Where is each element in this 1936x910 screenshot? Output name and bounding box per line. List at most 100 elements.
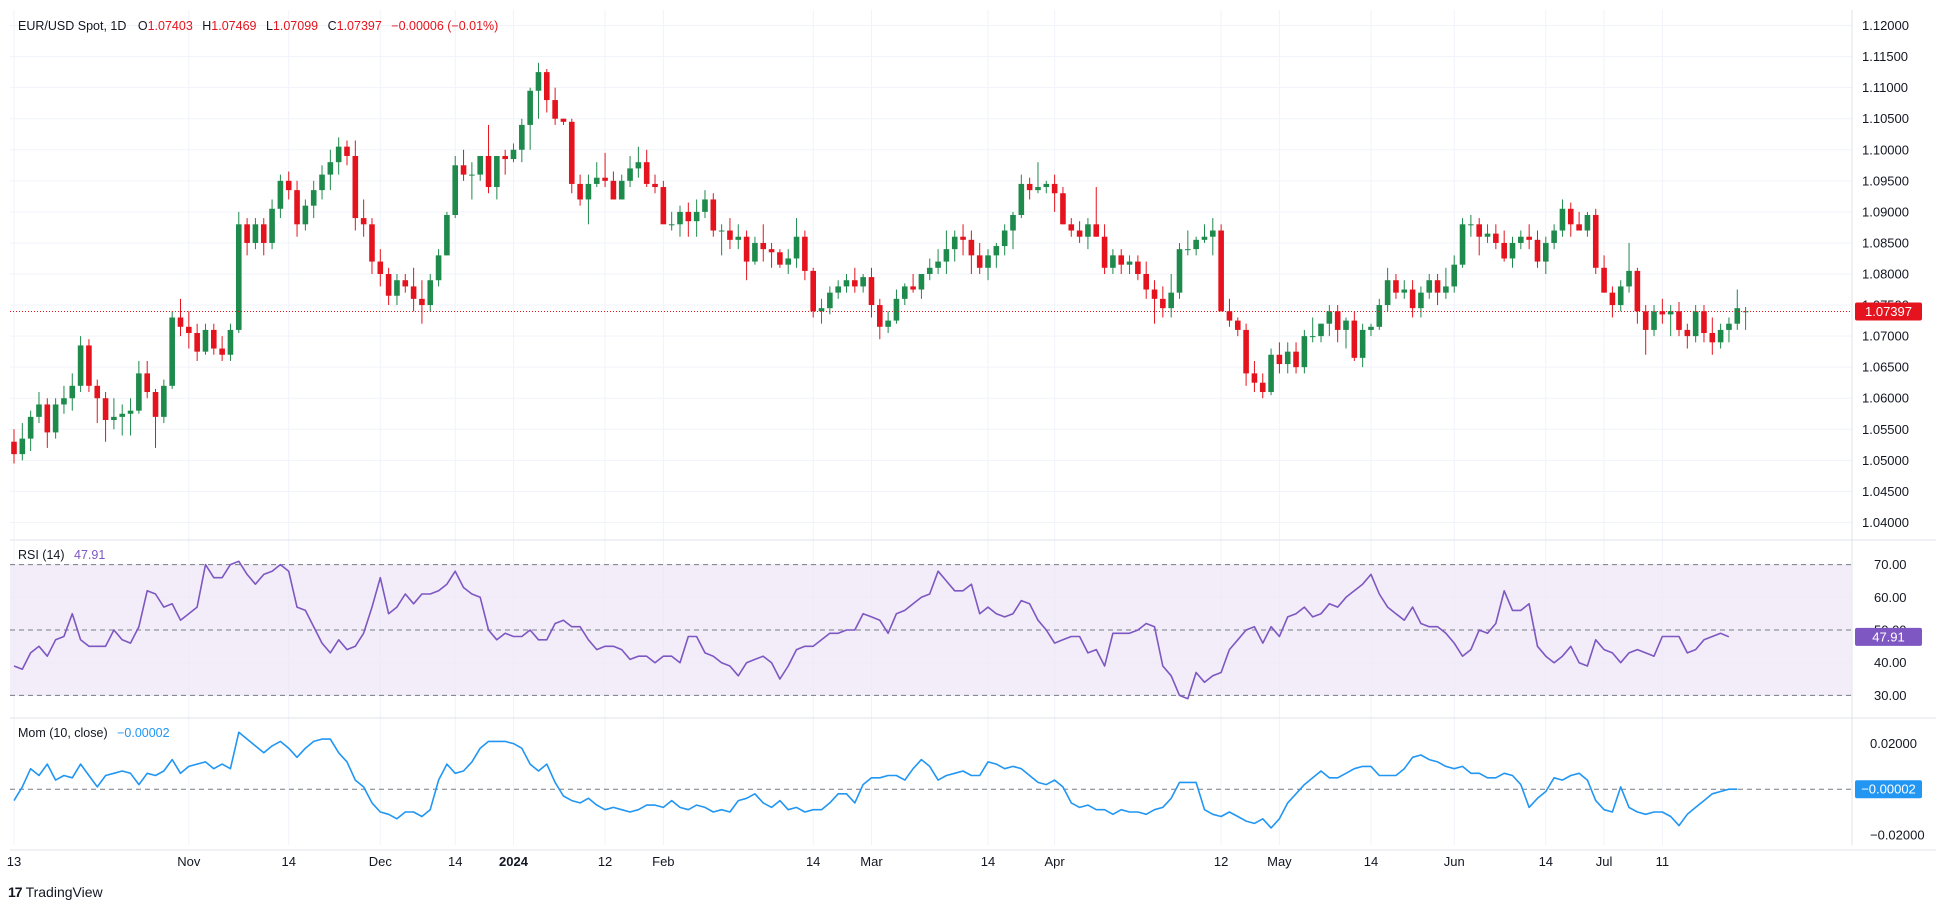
candle-body xyxy=(993,246,1000,256)
candle-body xyxy=(444,214,450,256)
candle-body xyxy=(219,348,225,355)
candle-body xyxy=(285,180,292,191)
candle-body xyxy=(1567,208,1574,225)
time-tick-label: 14 xyxy=(448,854,462,869)
candle-body xyxy=(335,146,342,163)
candle-body xyxy=(202,329,209,352)
candle-body xyxy=(11,441,17,455)
price-tick-label: 1.09500 xyxy=(1862,173,1909,188)
candle-body xyxy=(835,286,841,293)
candle-body xyxy=(360,218,367,225)
candle-body xyxy=(310,190,317,206)
candle-body xyxy=(244,224,250,243)
candle-body xyxy=(1609,292,1616,306)
candle-body xyxy=(693,211,700,222)
candle-body xyxy=(227,329,234,355)
candle-body xyxy=(1126,261,1133,265)
candle-body xyxy=(1667,311,1674,315)
candle-body xyxy=(494,155,500,188)
candle-body xyxy=(777,252,783,265)
candle-body xyxy=(1118,255,1125,265)
candle-body xyxy=(369,224,375,262)
candle-body xyxy=(602,177,608,181)
candle-body xyxy=(1210,230,1216,237)
tv-logo-icon: 17 xyxy=(8,884,23,900)
candle-body xyxy=(1717,329,1724,343)
candle-body xyxy=(235,224,242,330)
candle-body xyxy=(1309,336,1316,338)
candle-body xyxy=(1068,224,1075,231)
candle-body xyxy=(968,239,975,256)
candle-body xyxy=(27,416,34,439)
candle-body xyxy=(1060,193,1066,225)
candle-body xyxy=(926,267,933,274)
candle-body xyxy=(1326,311,1333,324)
candle-body xyxy=(1543,242,1549,262)
rsi-tick-label: 70.00 xyxy=(1874,557,1907,572)
candle-body xyxy=(1576,224,1582,231)
momentum-line xyxy=(13,731,1738,829)
price-tick-label: 1.08500 xyxy=(1862,235,1909,250)
price-tick-label: 1.06500 xyxy=(1862,360,1909,375)
candle-body xyxy=(985,255,991,268)
candle-body xyxy=(743,236,750,262)
price-tick-label: 1.06000 xyxy=(1862,391,1909,406)
candle-body xyxy=(1160,298,1166,309)
candle-body xyxy=(1584,214,1591,231)
candle-body xyxy=(727,230,733,240)
grid-lines xyxy=(10,10,1852,845)
candle-body xyxy=(1393,280,1399,293)
candle-body xyxy=(327,162,334,175)
price-tick-label: 1.07000 xyxy=(1862,329,1909,344)
candle-body xyxy=(477,155,483,175)
time-tick-label: 11 xyxy=(1656,854,1670,869)
candle-body xyxy=(960,236,966,240)
close-value: 1.07397 xyxy=(336,19,382,33)
time-tick-label: Feb xyxy=(652,854,674,869)
high-value: 1.07469 xyxy=(211,19,257,33)
price-tick-label: 1.10500 xyxy=(1862,111,1909,126)
price-tick-label: 1.05000 xyxy=(1862,453,1909,468)
candle-body xyxy=(1318,323,1324,337)
time-tick-label: Apr xyxy=(1045,854,1066,869)
momentum-tick-label: 0.02000 xyxy=(1870,736,1917,751)
rsi-label[interactable]: RSI (14) xyxy=(18,548,65,562)
candle-body xyxy=(377,261,384,274)
price-tick-label: 1.04000 xyxy=(1862,515,1909,530)
candle-body xyxy=(111,416,117,420)
candle-body xyxy=(1534,239,1541,262)
candle-body xyxy=(452,165,459,215)
candle-body xyxy=(427,280,434,306)
candle-body xyxy=(435,255,442,281)
candle-body xyxy=(585,183,592,200)
tradingview-logo[interactable]: 17 TradingView xyxy=(8,884,103,900)
candle-body xyxy=(1476,224,1482,237)
candle-body xyxy=(752,242,758,262)
candle-body xyxy=(976,255,983,268)
candle-body xyxy=(1626,270,1632,287)
candle-body xyxy=(177,317,184,327)
candle-body xyxy=(843,280,850,287)
candle-body xyxy=(577,183,583,200)
candle-body xyxy=(260,224,267,243)
candle-body xyxy=(544,72,550,101)
candle-body xyxy=(877,305,883,327)
candle-body xyxy=(1401,289,1408,293)
brand-name: TradingView xyxy=(25,884,103,900)
candle-body xyxy=(635,162,642,169)
time-tick-label: 14 xyxy=(981,854,995,869)
symbol-title[interactable]: EUR/USD Spot, 1D xyxy=(18,19,127,33)
candle-body xyxy=(1742,311,1749,313)
candle-body xyxy=(560,118,567,122)
candle-body xyxy=(1293,351,1299,368)
candle-body xyxy=(1409,289,1416,309)
rsi-value-badge-text: 47.91 xyxy=(1872,629,1905,644)
candle-body xyxy=(394,280,400,296)
mom-label[interactable]: Mom (10, close) xyxy=(18,726,108,740)
candle-body xyxy=(119,413,126,417)
candle-body xyxy=(1493,233,1499,243)
candle-body xyxy=(61,398,67,405)
candle-body xyxy=(785,258,792,265)
candle-body xyxy=(1509,242,1516,259)
candle-body xyxy=(827,292,833,309)
